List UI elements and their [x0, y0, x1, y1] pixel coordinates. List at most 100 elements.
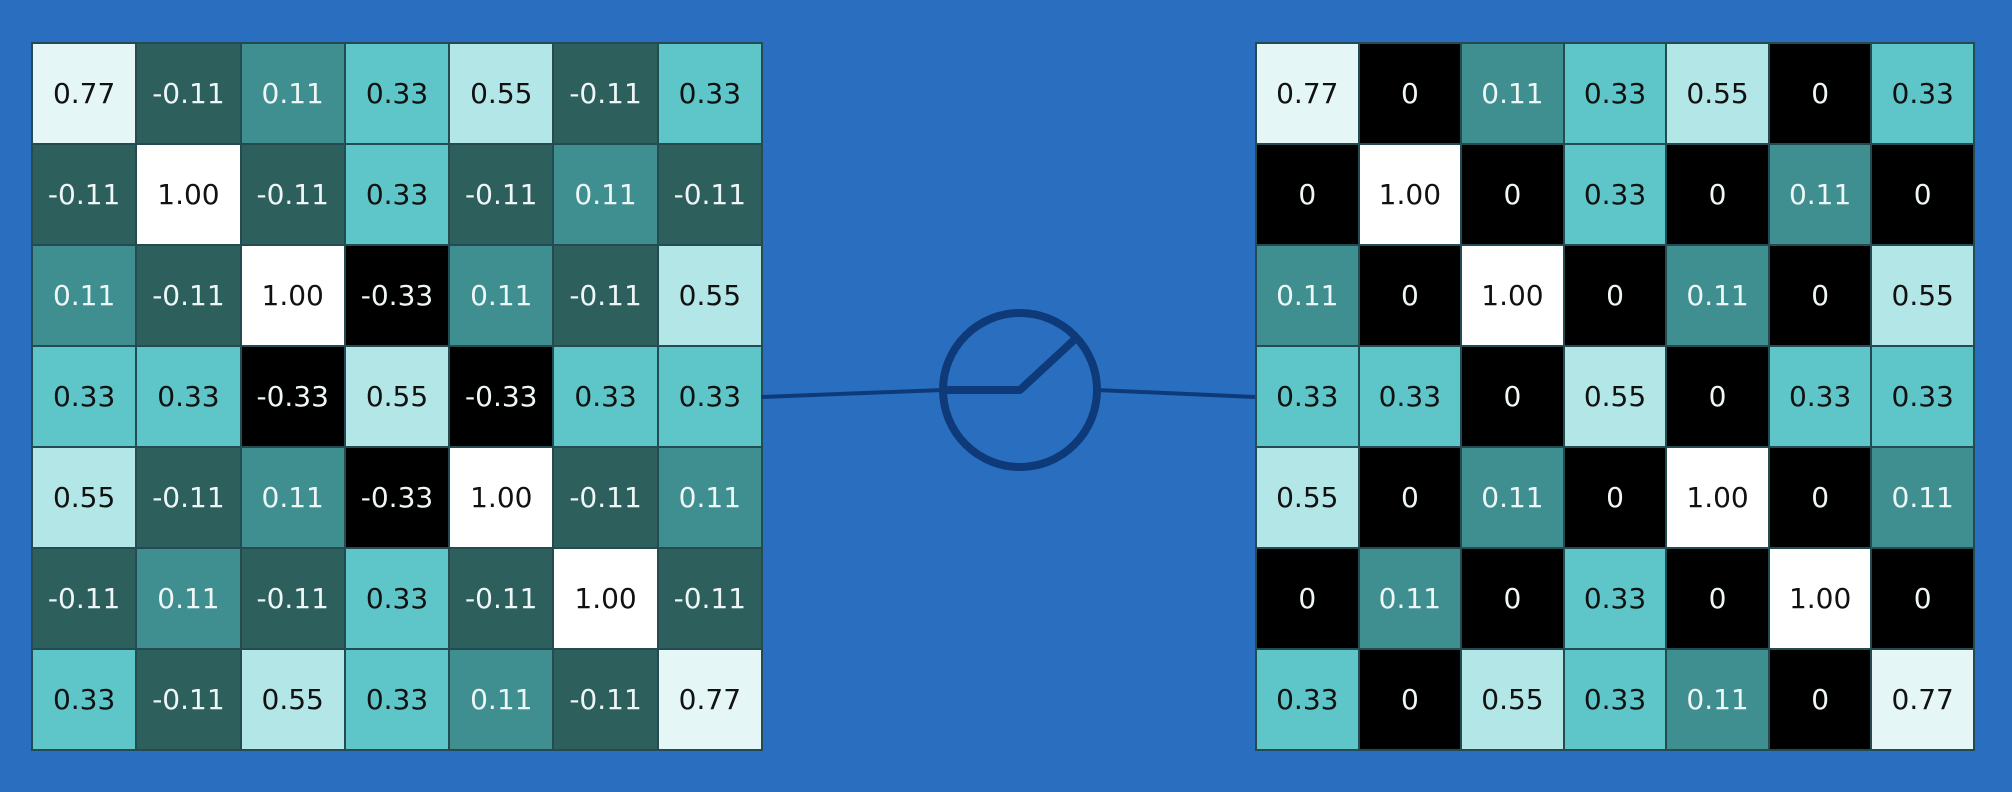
output-cell: 0.11 [1461, 43, 1564, 144]
output-cell: 0.77 [1256, 43, 1359, 144]
input-cell: -0.11 [136, 649, 241, 750]
output-cell: 0 [1461, 346, 1564, 447]
output-feature-map: 0.77 0 0.11 0.33 0.55 0 0.33 0 1.00 0 0.33 0 0.11 0 0.… [1255, 42, 1975, 751]
output-cell: 0.55 [1563, 346, 1667, 447]
output-cell: 0 [1358, 245, 1462, 346]
output-cell: 0.33 [1563, 649, 1667, 750]
input-cell: -0.11 [553, 447, 658, 548]
input-cell: -0.33 [344, 447, 450, 548]
output-cell: 0.11 [1666, 649, 1769, 750]
input-feature-map: 0.77 -0.11 0.11 0.33 0.55 -0.11 0.33 -0.11 1.00-… [31, 42, 763, 751]
input-cell: 0.33 [344, 649, 450, 750]
input-cell: 0.11 [240, 447, 345, 548]
input-cell: 0.11 [449, 245, 554, 346]
input-cell: -0.11 [32, 144, 137, 245]
output-cell: 0 [1666, 346, 1769, 447]
output-cell: 0.11 [1256, 245, 1359, 346]
input-cell: -0.11 [449, 548, 554, 649]
input-cell: 0.11 [240, 43, 345, 144]
output-cell: 0 [1358, 447, 1462, 548]
output-cell: 0 [1768, 447, 1872, 548]
relu-activation-icon [939, 309, 1101, 471]
output-cell: 0 [1256, 144, 1359, 245]
input-cell: -0.11 [240, 144, 345, 245]
input-cell: -0.11 [657, 144, 762, 245]
input-cell: 0.33 [344, 144, 450, 245]
input-cell: -0.11 [240, 548, 345, 649]
input-cell: -0.33 [240, 346, 345, 447]
output-cell: 0 [1768, 245, 1872, 346]
output-cell: 0 [1871, 548, 1974, 649]
input-cell: 1.00 [136, 144, 241, 245]
input-cell: -0.11 [136, 245, 241, 346]
input-cell: 0.55 [32, 447, 137, 548]
input-cell: 0.33 [344, 43, 450, 144]
output-cell: 0.11 [1358, 548, 1462, 649]
input-cell: -0.33 [449, 346, 554, 447]
input-cell: 0.77 [32, 43, 137, 144]
input-cell: 0.33 [553, 346, 658, 447]
input-cell: 0.33 [344, 548, 450, 649]
output-cell: 0.11 [1871, 447, 1974, 548]
input-cell: -0.11 [449, 144, 554, 245]
input-cell: 0.11 [553, 144, 658, 245]
output-cell: 0.33 [1768, 346, 1872, 447]
output-cell: 0.33 [1563, 43, 1667, 144]
output-cell: 0 [1871, 144, 1974, 245]
output-cell: 1.00 [1461, 245, 1564, 346]
input-cell: 0.55 [344, 346, 450, 447]
output-cell: 0 [1563, 447, 1667, 548]
input-cell: 1.00 [240, 245, 345, 346]
output-cell: 0.55 [1871, 245, 1974, 346]
input-cell: -0.11 [32, 548, 137, 649]
output-cell: 1.00 [1666, 447, 1769, 548]
input-cell: -0.11 [553, 43, 658, 144]
connector-line-right [1096, 388, 1256, 399]
input-cell: -0.11 [136, 43, 241, 144]
input-cell: 0.11 [449, 649, 554, 750]
output-cell: 0.77 [1871, 649, 1974, 750]
output-cell: 0 [1768, 649, 1872, 750]
output-cell: 0.55 [1461, 649, 1564, 750]
input-cell: 0.11 [136, 548, 241, 649]
output-cell: 1.00 [1358, 144, 1462, 245]
output-cell: 0.33 [1563, 548, 1667, 649]
output-cell: 1.00 [1768, 548, 1872, 649]
output-cell: 0 [1563, 245, 1667, 346]
output-cell: 0.33 [1256, 649, 1359, 750]
output-cell: 0 [1768, 43, 1872, 144]
input-cell: 0.33 [657, 43, 762, 144]
output-cell: 0.55 [1666, 43, 1769, 144]
output-cell: 0.33 [1563, 144, 1667, 245]
input-cell: 0.11 [657, 447, 762, 548]
connector-line-left [760, 388, 944, 399]
output-cell: 0 [1461, 548, 1564, 649]
output-cell: 0 [1461, 144, 1564, 245]
input-cell: 0.33 [32, 346, 137, 447]
input-cell: 1.00 [553, 548, 658, 649]
output-cell: 0 [1358, 649, 1462, 750]
output-cell: 0.55 [1256, 447, 1359, 548]
output-cell: 0 [1256, 548, 1359, 649]
output-cell: 0.33 [1256, 346, 1359, 447]
relu-circle [939, 309, 1101, 471]
output-cell: 0 [1358, 43, 1462, 144]
input-cell: -0.11 [136, 447, 241, 548]
output-cell: 0.33 [1871, 43, 1974, 144]
input-cell: 0.55 [240, 649, 345, 750]
input-cell: 0.55 [657, 245, 762, 346]
input-cell: 0.55 [449, 43, 554, 144]
input-cell: 0.33 [136, 346, 241, 447]
output-cell: 0.11 [1461, 447, 1564, 548]
input-cell: 1.00 [449, 447, 554, 548]
output-cell: 0 [1666, 144, 1769, 245]
output-cell: 0.11 [1768, 144, 1872, 245]
input-cell: -0.11 [553, 245, 658, 346]
output-cell: 0.11 [1666, 245, 1769, 346]
input-cell: -0.11 [553, 649, 658, 750]
input-cell: 0.77 [657, 649, 762, 750]
input-cell: -0.33 [344, 245, 450, 346]
output-cell: 0.33 [1358, 346, 1462, 447]
input-cell: 0.33 [657, 346, 762, 447]
input-cell: -0.11 [657, 548, 762, 649]
